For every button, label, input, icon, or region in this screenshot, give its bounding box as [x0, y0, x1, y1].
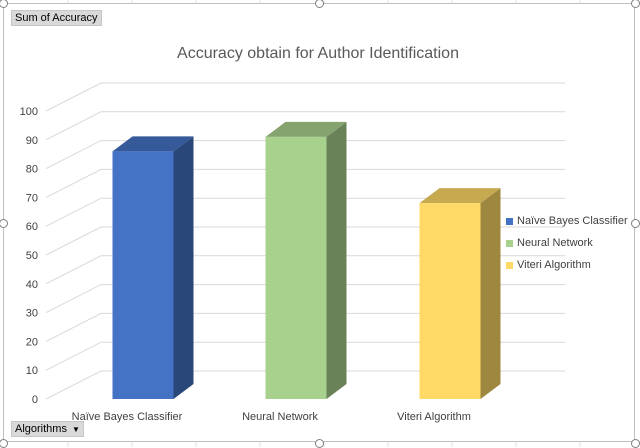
y-tick-label: 80 [26, 164, 38, 176]
legend-label: Neural Network [517, 237, 593, 249]
gridline [45, 168, 565, 198]
bar-front [112, 151, 174, 399]
resize-handle[interactable] [315, 0, 324, 8]
bar-top [265, 121, 347, 137]
bar [265, 121, 347, 400]
legend-swatch [506, 239, 513, 247]
y-tick-label: 40 [26, 279, 38, 291]
y-tick-label: 30 [26, 308, 38, 320]
gridline [45, 341, 565, 371]
gridline [45, 370, 565, 400]
y-tick-label: 50 [26, 250, 38, 262]
value-field-button[interactable]: Sum of Accuracy [11, 10, 102, 26]
resize-handle[interactable] [631, 219, 640, 228]
y-tick-label: 60 [26, 221, 38, 233]
gridline [45, 111, 565, 141]
bar [112, 136, 194, 399]
chart-legend[interactable]: Naïve Bayes Classifier Neural Network Vi… [506, 210, 628, 276]
x-tick-label: Viteri Algorithm [397, 411, 471, 423]
y-tick-label: 0 [32, 394, 38, 406]
legend-item[interactable]: Viteri Algorithm [506, 254, 628, 276]
resize-handle[interactable] [0, 219, 8, 228]
legend-swatch [506, 217, 513, 225]
y-tick-label: 10 [26, 365, 38, 377]
chevron-down-icon[interactable]: ▼ [71, 424, 80, 434]
value-field-label: Sum of Accuracy [15, 12, 98, 24]
gridline [45, 82, 565, 112]
resize-handle[interactable] [0, 0, 8, 8]
legend-swatch [506, 261, 513, 269]
x-tick-label: Naïve Bayes Classifier [72, 411, 183, 423]
bar [419, 188, 501, 399]
gridline [45, 140, 565, 170]
bar-side [173, 136, 194, 399]
bar-top [419, 188, 501, 204]
gridline [45, 197, 565, 227]
gridline [45, 255, 565, 285]
bar-top [112, 136, 194, 152]
legend-item[interactable]: Naïve Bayes Classifier [506, 210, 628, 232]
y-tick-label: 20 [26, 336, 38, 348]
legend-label: Naïve Bayes Classifier [517, 215, 628, 227]
bar-side [480, 188, 501, 399]
legend-item[interactable]: Neural Network [506, 232, 628, 254]
gridline [45, 312, 565, 342]
y-tick-label: 70 [26, 192, 38, 204]
y-tick-label: 100 [20, 106, 38, 118]
bar-front [419, 203, 481, 399]
legend-label: Viteri Algorithm [517, 259, 591, 271]
axis-field-label: Algorithms [15, 423, 67, 435]
gridline [45, 284, 565, 314]
y-tick-label: 90 [26, 135, 38, 147]
x-tick-label: Neural Network [242, 411, 318, 423]
chart-title: Accuracy obtain for Author Identificatio… [177, 45, 459, 62]
bar-front [265, 136, 327, 400]
bar-side [326, 121, 347, 400]
gridline [45, 226, 565, 256]
axis-field-button[interactable]: Algorithms ▼ [11, 421, 84, 437]
